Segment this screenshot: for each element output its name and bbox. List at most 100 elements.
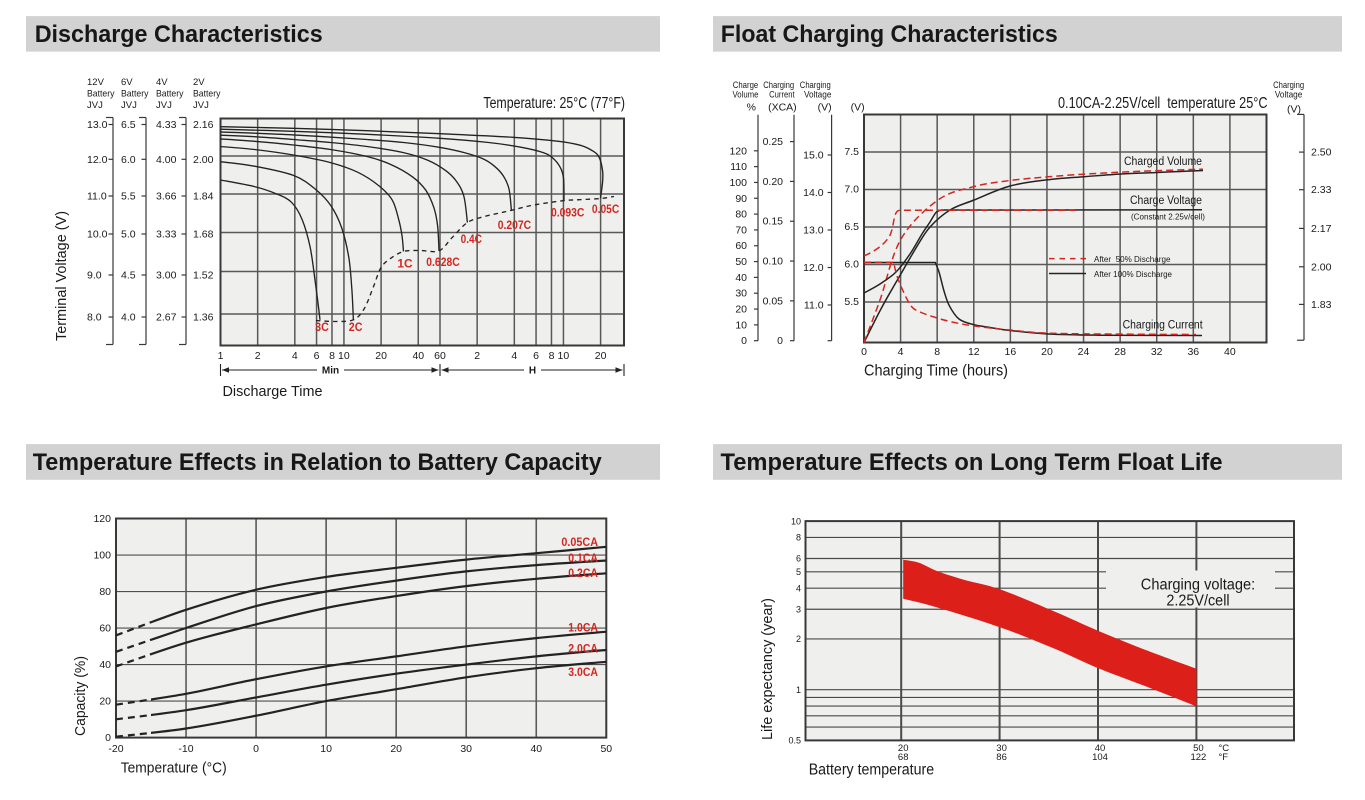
svg-text:60: 60 — [434, 350, 446, 362]
svg-text:40: 40 — [1095, 743, 1106, 754]
svg-text:6.5: 6.5 — [844, 221, 859, 233]
svg-text:6V: 6V — [121, 77, 133, 88]
svg-text:0.05CA: 0.05CA — [561, 537, 598, 549]
svg-text:3.33: 3.33 — [156, 229, 177, 241]
svg-text:6.0: 6.0 — [121, 154, 136, 166]
svg-text:40: 40 — [99, 659, 111, 671]
svg-text:Temperature (°C): Temperature (°C) — [121, 760, 227, 777]
svg-text:40: 40 — [1224, 346, 1236, 358]
svg-text:104: 104 — [1092, 752, 1108, 763]
svg-text:Charge Voltage: Charge Voltage — [1130, 195, 1202, 207]
svg-text:2.17: 2.17 — [1311, 223, 1332, 235]
svg-text:Battery: Battery — [87, 89, 115, 100]
svg-text:20: 20 — [375, 350, 387, 362]
svg-text:1.84: 1.84 — [193, 191, 214, 203]
svg-text:50: 50 — [735, 256, 747, 268]
svg-text:After 100% Discharge: After 100% Discharge — [1094, 269, 1172, 279]
svg-text:6: 6 — [533, 350, 539, 362]
svg-text:Terminal Voltage (V): Terminal Voltage (V) — [53, 211, 70, 341]
svg-text:0.207C: 0.207C — [498, 220, 531, 232]
svg-text:°F: °F — [1219, 752, 1229, 763]
svg-text:0: 0 — [741, 335, 747, 347]
svg-text:Min: Min — [322, 366, 339, 377]
svg-text:8: 8 — [796, 533, 801, 543]
svg-text:Life expectancy (year): Life expectancy (year) — [759, 598, 776, 740]
svg-text:3C: 3C — [315, 322, 329, 334]
svg-text:30: 30 — [735, 288, 747, 300]
svg-text:40: 40 — [735, 272, 747, 284]
svg-text:2: 2 — [474, 350, 480, 362]
svg-text:0.628C: 0.628C — [426, 257, 459, 269]
svg-text:36: 36 — [1187, 346, 1199, 358]
svg-text:120: 120 — [93, 513, 111, 525]
svg-text:Temperature Effects in Relatio: Temperature Effects in Relation to Batte… — [33, 449, 603, 476]
svg-text:0.4C: 0.4C — [461, 234, 482, 246]
svg-text:5: 5 — [796, 567, 801, 577]
svg-text:5.0: 5.0 — [121, 229, 136, 241]
svg-text:9.0: 9.0 — [87, 270, 102, 282]
svg-text:Charging: Charging — [763, 80, 794, 90]
svg-text:12V: 12V — [87, 77, 105, 88]
svg-text:After 50% Discharge: After 50% Discharge — [1094, 254, 1171, 264]
svg-text:Discharge Time: Discharge Time — [223, 383, 323, 400]
svg-text:2.33: 2.33 — [1311, 184, 1332, 196]
svg-text:0.05C: 0.05C — [592, 204, 619, 216]
svg-text:20: 20 — [99, 696, 111, 708]
svg-text:1.52: 1.52 — [193, 270, 214, 282]
svg-text:-20: -20 — [108, 743, 123, 755]
svg-text:3.66: 3.66 — [156, 191, 177, 203]
svg-text:0.15: 0.15 — [763, 216, 784, 228]
svg-text:(V): (V) — [818, 102, 832, 114]
svg-text:Battery temperature: Battery temperature — [809, 762, 934, 779]
svg-text:Battery: Battery — [156, 89, 184, 100]
svg-text:Charging Current: Charging Current — [1123, 320, 1204, 332]
svg-text:0: 0 — [105, 732, 111, 744]
svg-text:20: 20 — [735, 304, 747, 316]
svg-text:28: 28 — [1114, 346, 1126, 358]
svg-text:Charging voltage:: Charging voltage: — [1141, 577, 1255, 594]
svg-text:3.00: 3.00 — [156, 270, 177, 282]
svg-text:JVJ: JVJ — [87, 100, 103, 111]
svg-text:10: 10 — [735, 319, 747, 331]
svg-text:2: 2 — [255, 350, 261, 362]
svg-text:68: 68 — [898, 752, 909, 763]
svg-text:5.5: 5.5 — [844, 296, 859, 308]
svg-text:1.0CA: 1.0CA — [568, 623, 598, 635]
svg-text:8.0: 8.0 — [87, 312, 102, 324]
svg-text:Capacity (%): Capacity (%) — [72, 656, 89, 736]
svg-text:°C: °C — [1219, 743, 1230, 754]
svg-text:4V: 4V — [156, 77, 168, 88]
svg-text:0.1CA: 0.1CA — [568, 553, 598, 565]
svg-text:Battery: Battery — [193, 89, 221, 100]
svg-text:Charging Time (hours): Charging Time (hours) — [864, 363, 1008, 380]
svg-text:JVJ: JVJ — [156, 100, 172, 111]
svg-text:Temperature: 25°C (77°F): Temperature: 25°C (77°F) — [483, 95, 625, 112]
svg-text:90: 90 — [735, 193, 747, 205]
svg-text:6: 6 — [314, 350, 320, 362]
svg-text:100: 100 — [93, 550, 111, 562]
svg-text:2.67: 2.67 — [156, 312, 177, 324]
svg-text:4: 4 — [511, 350, 517, 362]
svg-text:122: 122 — [1190, 752, 1206, 763]
svg-text:0.10: 0.10 — [763, 256, 784, 268]
svg-text:Volume: Volume — [733, 90, 759, 100]
svg-text:1: 1 — [796, 685, 801, 695]
svg-text:14.0: 14.0 — [803, 187, 824, 199]
svg-text:80: 80 — [99, 586, 111, 598]
svg-text:1.68: 1.68 — [193, 229, 214, 241]
svg-text:30: 30 — [996, 743, 1007, 754]
svg-text:10: 10 — [320, 743, 332, 755]
svg-text:0.25: 0.25 — [763, 136, 784, 148]
svg-text:70: 70 — [735, 224, 747, 236]
svg-text:0: 0 — [777, 335, 783, 347]
svg-text:Voltage: Voltage — [1275, 90, 1303, 100]
svg-text:86: 86 — [996, 752, 1007, 763]
svg-text:0.20: 0.20 — [763, 176, 784, 188]
svg-text:0: 0 — [253, 743, 259, 755]
svg-text:(V): (V) — [851, 102, 865, 114]
svg-text:0.093C: 0.093C — [551, 208, 584, 220]
svg-text:40: 40 — [530, 743, 542, 755]
svg-text:50: 50 — [1193, 743, 1204, 754]
svg-text:2.50: 2.50 — [1311, 147, 1332, 159]
svg-text:2V: 2V — [193, 77, 205, 88]
